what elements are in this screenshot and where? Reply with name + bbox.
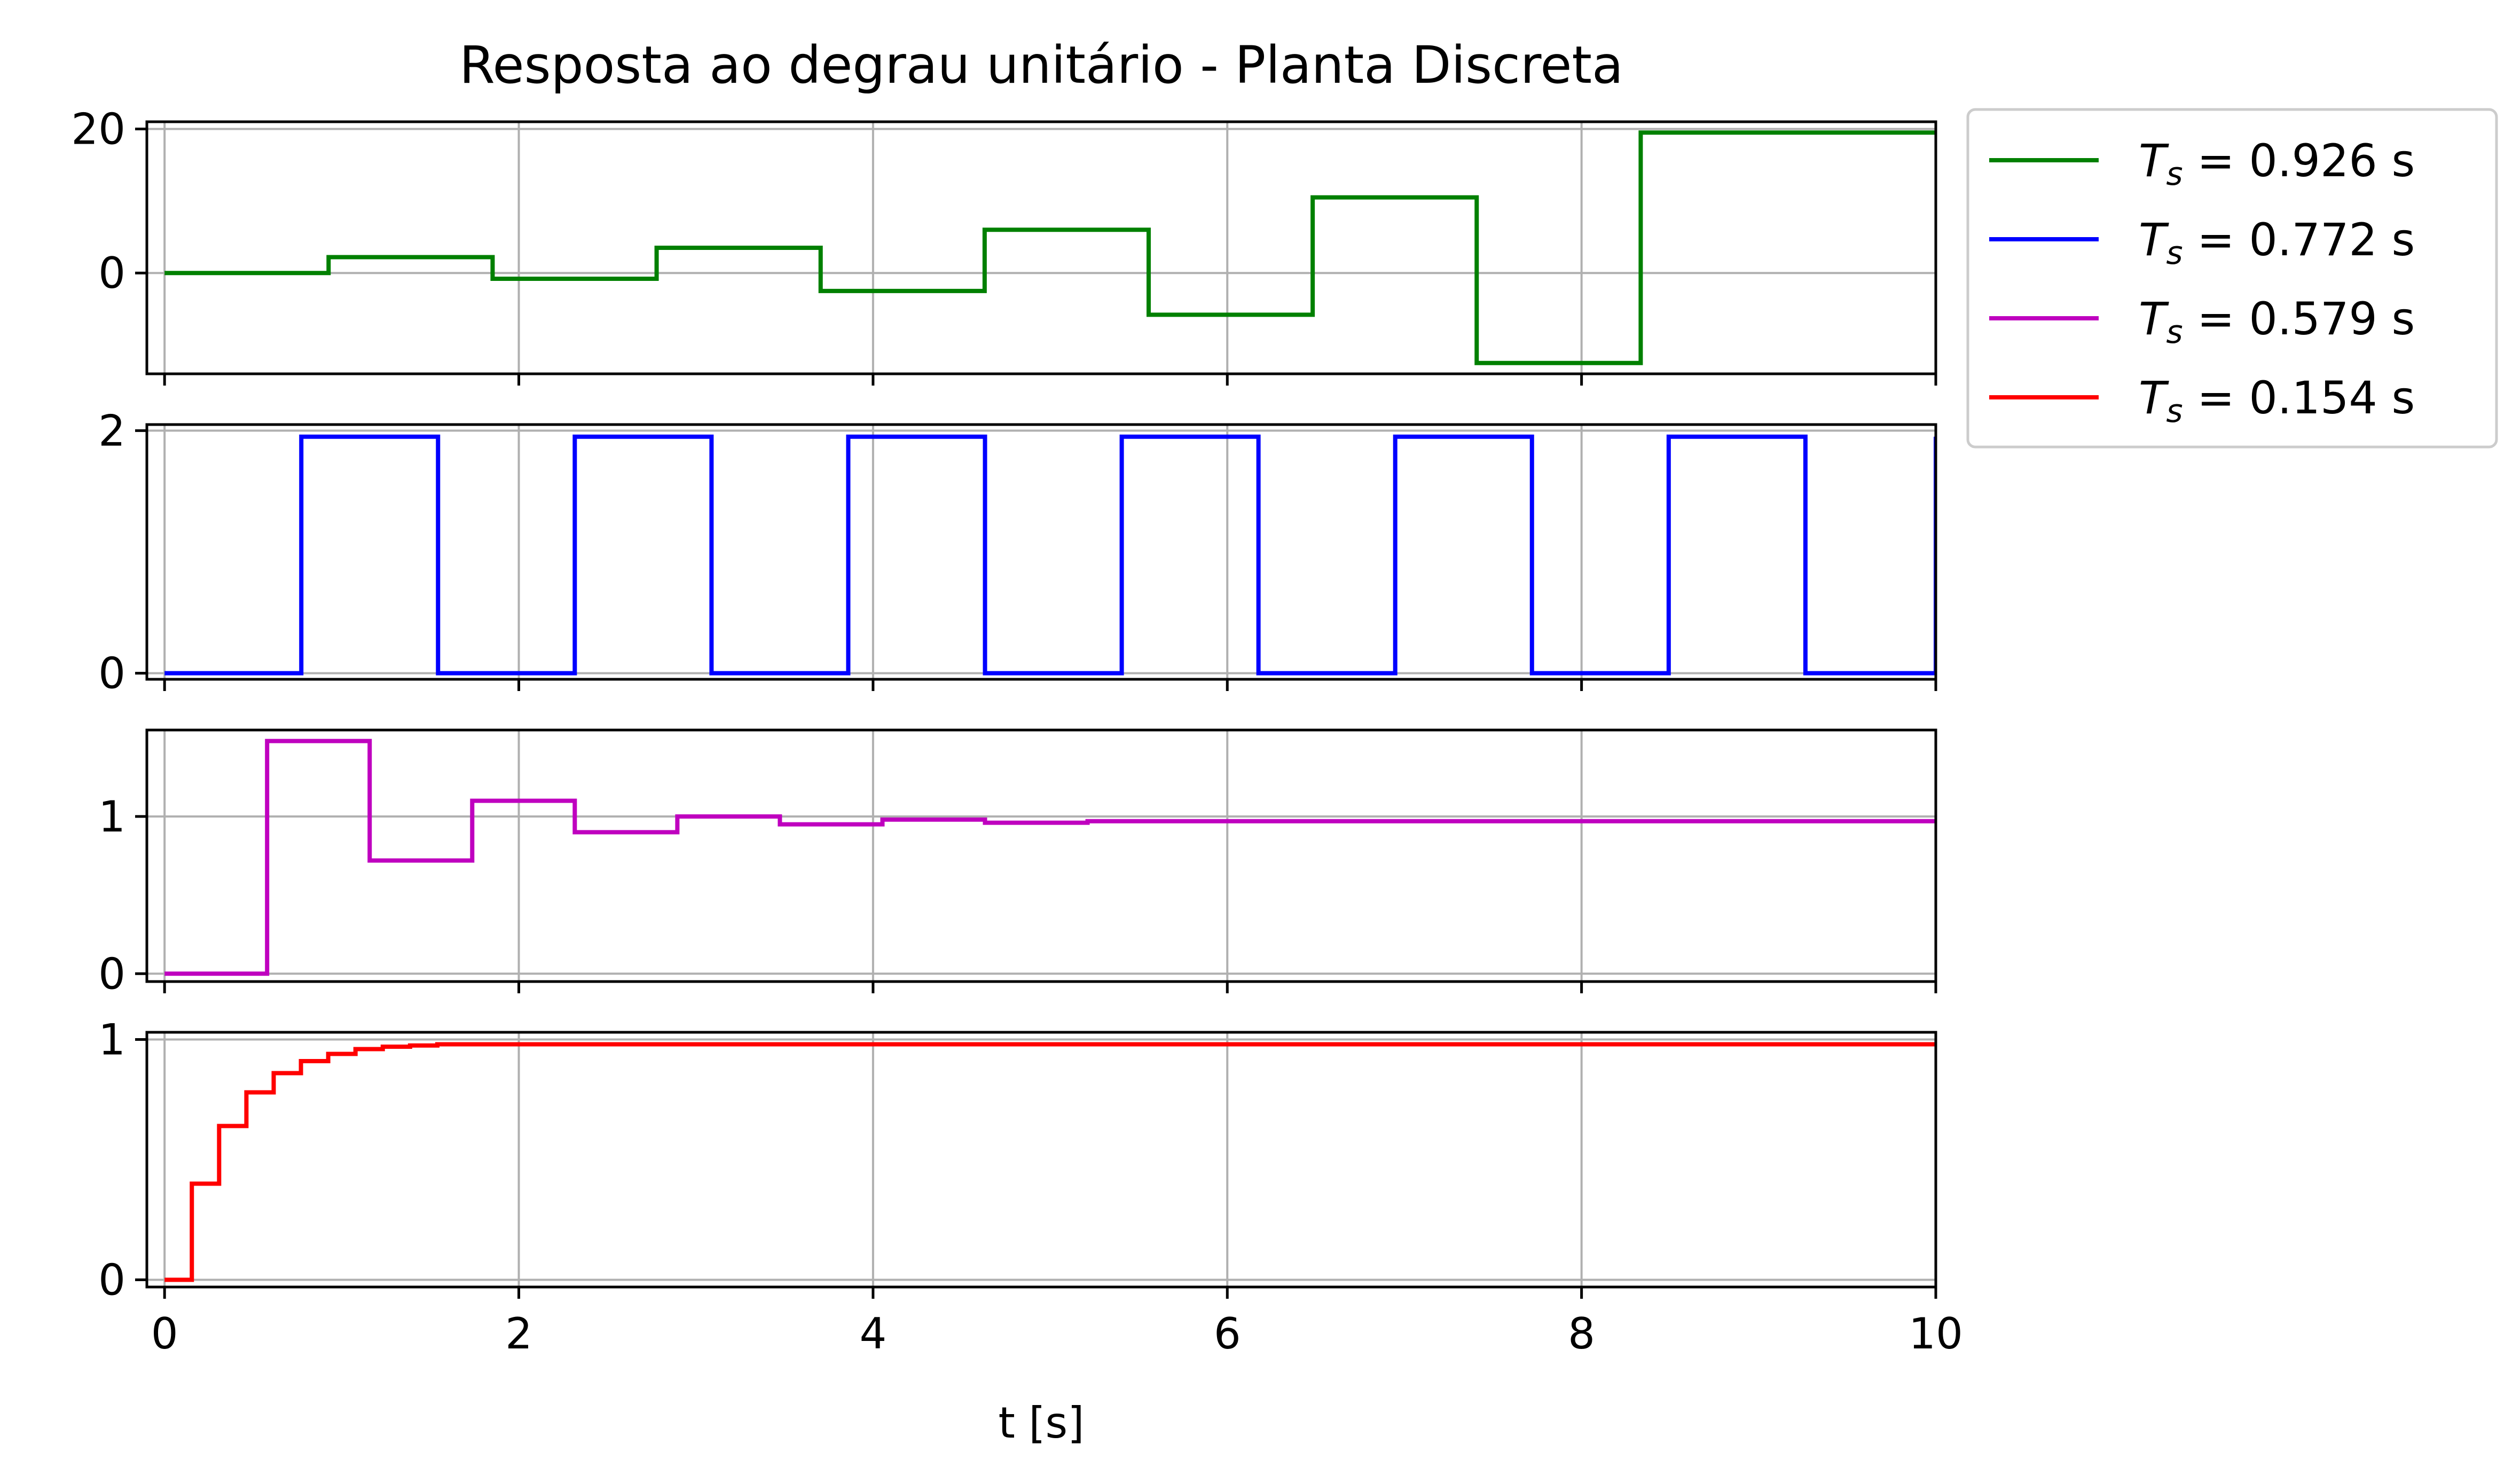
- subplot-3: 01: [98, 728, 1937, 999]
- figure-title: Resposta ao degrau unitário - Planta Dis…: [459, 35, 1623, 95]
- series-line-1: [164, 130, 1936, 365]
- y-tick-label: 0: [98, 1256, 125, 1305]
- legend-entry-label: Ts = 0.926 s: [2139, 135, 2415, 193]
- y-tick-label: 0: [98, 949, 125, 999]
- x-tick-label: 8: [1568, 1309, 1595, 1359]
- x-tick-label: 2: [505, 1309, 532, 1359]
- series-line-3: [164, 739, 1936, 976]
- y-tick-label: 2: [98, 406, 125, 456]
- y-tick-label: 1: [98, 1015, 125, 1065]
- axes-frame: [145, 120, 1937, 375]
- y-tick-label: 1: [98, 792, 125, 842]
- axes-frame: [145, 423, 1937, 681]
- legend-box: [1966, 108, 2498, 449]
- legend: Ts = 0.926 s Ts = 0.772 s Ts = 0.579 s Ts =…: [1966, 108, 2498, 449]
- x-tick-label: 4: [859, 1309, 886, 1359]
- subplot-4: 0 2 4 6 8 10 0 1: [98, 1015, 1963, 1359]
- x-tick-label: 10: [1909, 1309, 1963, 1359]
- x-tick-label: 6: [1214, 1309, 1241, 1359]
- x-axis-label: t [s]: [999, 1398, 1085, 1448]
- y-tick-label: 20: [71, 104, 125, 154]
- legend-entry-label: Ts = 0.772 s: [2139, 214, 2415, 272]
- y-tick-label: 0: [98, 248, 125, 298]
- axes-frame: [145, 728, 1937, 983]
- legend-entry-label: Ts = 0.579 s: [2139, 293, 2415, 351]
- series-line-4: [164, 1042, 1936, 1282]
- subplot-1: 0 20: [71, 104, 1937, 386]
- x-tick-label: 0: [151, 1309, 178, 1359]
- axes-frame: [145, 1031, 1937, 1289]
- series-line-2: [164, 434, 1936, 676]
- legend-entry-label: Ts = 0.154 s: [2139, 372, 2415, 430]
- subplot-2: 02: [98, 406, 1937, 699]
- y-tick-label: 0: [98, 649, 125, 699]
